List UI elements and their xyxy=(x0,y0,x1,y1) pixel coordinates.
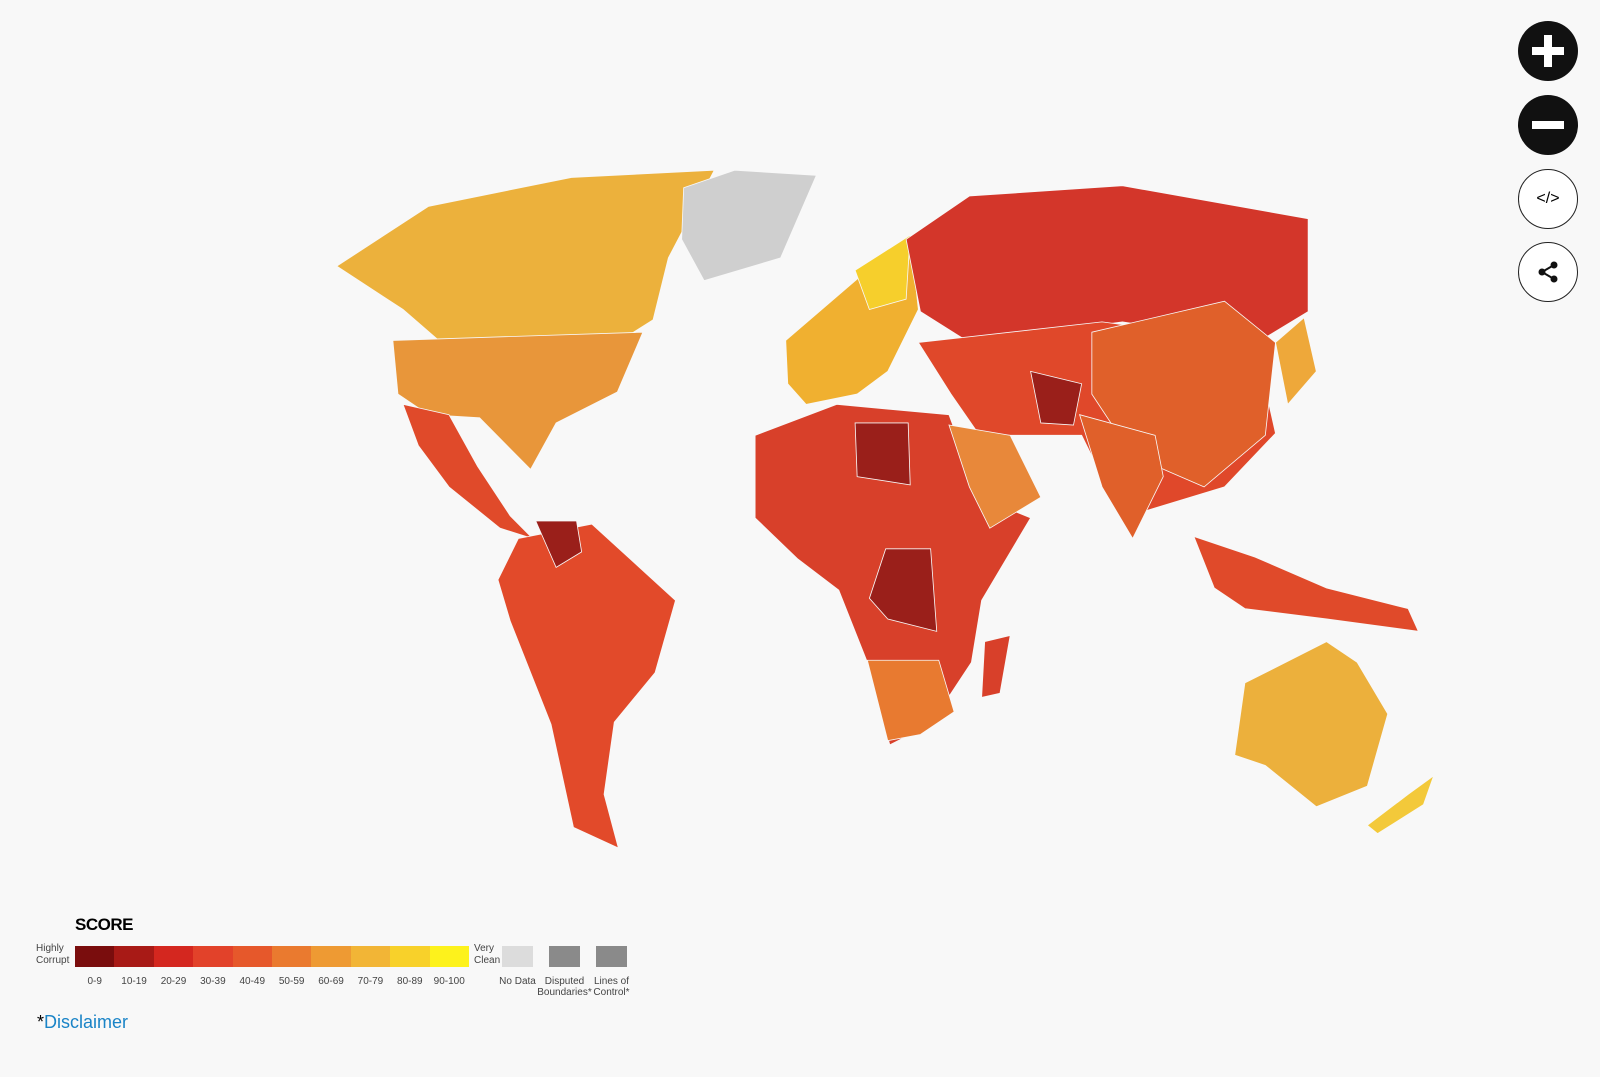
color-swatch: 70-79 xyxy=(350,946,391,987)
region xyxy=(905,185,1309,343)
region xyxy=(1193,535,1420,632)
region xyxy=(1234,641,1389,808)
share-icon xyxy=(1538,261,1558,283)
zoom-in-button[interactable] xyxy=(1518,21,1578,81)
embed-button[interactable]: </> xyxy=(1518,169,1578,229)
region xyxy=(535,520,583,568)
color-swatch: 20-29 xyxy=(153,946,194,987)
color-swatch: 0-9 xyxy=(75,946,115,987)
color-swatch: 10-19 xyxy=(114,946,154,987)
region xyxy=(948,424,1042,529)
share-button[interactable] xyxy=(1518,242,1578,302)
low-label: Highly Corrupt xyxy=(36,943,70,966)
asterisk: * xyxy=(37,1012,45,1032)
region xyxy=(681,169,817,282)
extra-label: Lines of Control* xyxy=(593,976,630,998)
extra-swatch: Disputed Boundaries* xyxy=(537,946,592,998)
color-scale: 0-9 10-19 20-29 30-39 40-49 50-59 60-69 70-79 80… xyxy=(75,946,469,987)
bin-label: 70-79 xyxy=(357,976,384,987)
bin-label: 20-29 xyxy=(160,976,187,987)
high-label: Very Clean xyxy=(474,943,501,966)
region xyxy=(868,548,938,632)
region xyxy=(1366,774,1435,835)
region xyxy=(854,234,911,310)
disclaimer-link[interactable]: Disclaimer xyxy=(44,1012,129,1032)
region xyxy=(1275,316,1317,406)
region xyxy=(866,659,955,742)
plus-icon xyxy=(1532,35,1564,67)
minus-icon xyxy=(1532,121,1564,129)
embed-icon: </> xyxy=(1536,190,1560,207)
extra-label: No Data xyxy=(499,976,536,987)
legend-title: SCORE xyxy=(75,915,133,934)
region xyxy=(497,523,676,849)
color-swatch: 30-39 xyxy=(193,946,233,987)
region xyxy=(981,634,1011,698)
region xyxy=(1078,414,1164,540)
extra-swatch: No Data xyxy=(499,946,536,987)
color-swatch: 40-49 xyxy=(232,946,272,987)
color-swatch: 80-89 xyxy=(390,946,430,987)
disclaimer: *Disclaimer xyxy=(37,1012,128,1033)
bin-label: 30-39 xyxy=(200,976,226,987)
zoom-out-button[interactable] xyxy=(1518,95,1578,155)
extra-swatch: Lines of Control* xyxy=(593,946,630,998)
region xyxy=(392,331,644,471)
color-swatch: 90-100 xyxy=(429,946,469,987)
bin-label: 60-69 xyxy=(318,976,344,987)
extra-label: Disputed Boundaries* xyxy=(537,976,592,998)
bin-label: 0-9 xyxy=(87,976,102,987)
region xyxy=(854,422,911,486)
bin-label: 50-59 xyxy=(278,976,305,987)
bin-label: 10-19 xyxy=(121,976,147,987)
legend: SCORE Highly Corrupt 0-9 10-19 20-29 30-39 4… xyxy=(36,910,656,1020)
bin-label: 90-100 xyxy=(433,976,465,987)
color-swatch: 50-59 xyxy=(271,946,312,987)
color-swatch: 60-69 xyxy=(311,946,351,987)
region xyxy=(1030,370,1083,426)
region xyxy=(335,169,715,347)
bin-label: 80-89 xyxy=(397,976,423,987)
bin-label: 40-49 xyxy=(239,976,266,987)
